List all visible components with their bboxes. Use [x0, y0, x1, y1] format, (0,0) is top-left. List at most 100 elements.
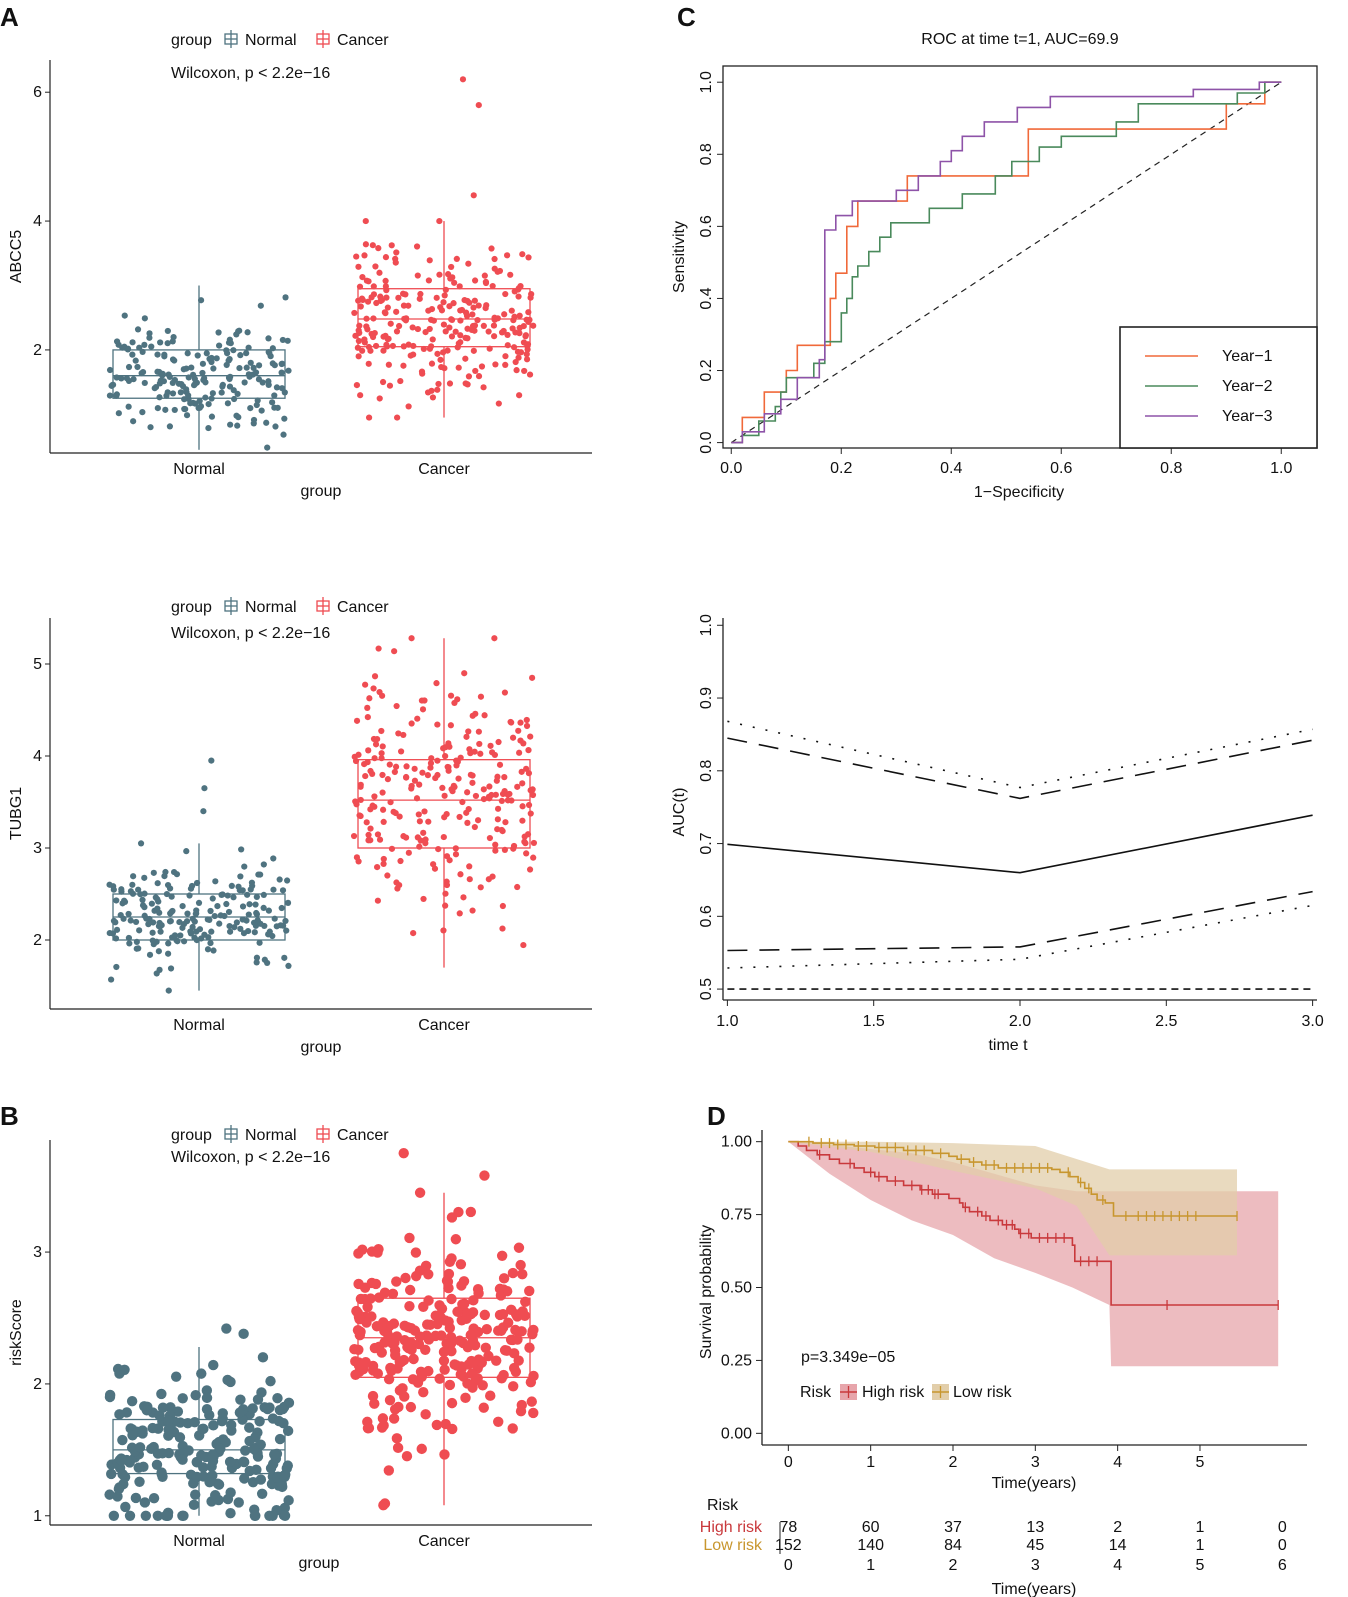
jitter-point — [424, 389, 432, 396]
jitter-point — [519, 817, 526, 824]
jitter-point — [427, 316, 435, 323]
jitter-point — [365, 414, 373, 421]
jitter-point — [123, 375, 130, 382]
jitter-point — [371, 755, 378, 762]
jitter-point — [208, 395, 215, 402]
jitter-point — [157, 377, 164, 384]
y-tick-label: 4 — [33, 748, 42, 765]
jitter-point — [357, 783, 364, 790]
jitter-point — [523, 722, 531, 730]
jitter-point — [439, 1449, 450, 1460]
jitter-point — [238, 846, 245, 853]
jitter-point — [480, 795, 488, 803]
jitter-point — [488, 245, 495, 252]
jitter-point — [445, 764, 452, 771]
risk-table-row-label: Low risk — [703, 1537, 763, 1554]
jitter-point — [265, 335, 272, 342]
jitter-point — [218, 891, 225, 898]
jitter-point — [455, 364, 462, 371]
jitter-point — [515, 293, 522, 300]
jitter-point — [428, 360, 436, 367]
jitter-point — [167, 965, 175, 972]
jitter-point — [393, 308, 400, 315]
jitter-point — [366, 1246, 378, 1257]
jitter-point — [191, 918, 198, 925]
jitter-point — [405, 1401, 417, 1413]
jitter-point — [456, 1280, 467, 1291]
jitter-point — [446, 324, 453, 331]
jitter-point — [230, 894, 237, 901]
x-tick-label: 2.5 — [1155, 1013, 1177, 1030]
jitter-point — [431, 1419, 443, 1431]
jitter-point — [245, 927, 252, 935]
jitter-point — [198, 1423, 209, 1435]
jitter-point — [236, 364, 243, 372]
jitter-point — [423, 1269, 434, 1280]
jitter-point — [438, 1346, 450, 1358]
jitter-point — [520, 941, 527, 949]
jitter-point — [171, 406, 178, 414]
jitter-point — [385, 1362, 396, 1374]
jitter-point — [223, 347, 230, 354]
jitter-point — [177, 389, 184, 396]
jitter-point — [480, 322, 487, 330]
jitter-point — [495, 400, 502, 407]
jitter-point — [224, 1456, 236, 1468]
jitter-point — [525, 770, 533, 777]
jitter-point — [402, 291, 409, 298]
jitter-point — [523, 716, 530, 724]
jitter-point — [440, 299, 447, 306]
km-curve-high-risk — [788, 1140, 1279, 1306]
jitter-point — [193, 910, 200, 917]
jitter-point — [353, 253, 360, 260]
jitter-point — [379, 771, 386, 779]
jitter-point — [470, 304, 477, 311]
jitter-point — [281, 415, 288, 422]
jitter-point — [253, 401, 260, 409]
jitter-point — [416, 843, 423, 850]
jitter-point — [521, 833, 528, 840]
jitter-point — [163, 890, 170, 898]
jitter-point — [352, 332, 359, 339]
jitter-point — [201, 1403, 213, 1415]
jitter-point — [154, 405, 161, 412]
legend-label-cancer: Cancer — [337, 32, 389, 49]
jitter-point — [204, 1476, 215, 1488]
jitter-point — [514, 883, 521, 891]
jitter-point — [378, 727, 385, 735]
jitter-point — [208, 1420, 219, 1431]
jitter-point — [465, 1206, 477, 1218]
jitter-point — [432, 1318, 443, 1330]
jitter-point — [510, 344, 518, 351]
jitter-point — [265, 1463, 277, 1474]
jitter-point — [455, 775, 462, 782]
legend-key-normal — [224, 1125, 238, 1143]
jitter-point — [196, 1368, 207, 1379]
jitter-point — [104, 1489, 115, 1500]
jitter-point — [383, 341, 390, 348]
jitter-point — [403, 315, 410, 322]
jitter-point — [454, 696, 461, 703]
risk-table-cell: 2 — [1113, 1519, 1122, 1536]
jitter-point — [515, 1259, 526, 1271]
jitter-point — [148, 343, 155, 350]
jitter-point — [513, 1242, 525, 1253]
jitter-point — [125, 934, 133, 942]
jitter-point — [282, 917, 289, 925]
jitter-point — [201, 1385, 213, 1396]
jitter-point — [253, 954, 261, 961]
jitter-point — [403, 763, 410, 770]
jitter-point — [278, 904, 285, 912]
jitter-point — [442, 286, 449, 293]
jitter-point — [213, 355, 220, 362]
jitter-point — [395, 730, 402, 737]
jitter-point — [466, 1355, 477, 1367]
jitter-point — [383, 1465, 395, 1476]
jitter-point — [271, 915, 278, 922]
jitter-point — [453, 762, 460, 769]
jitter-point — [440, 833, 447, 841]
jitter-point — [152, 1510, 164, 1521]
jitter-point — [469, 712, 476, 719]
jitter-point — [207, 907, 214, 915]
jitter-point — [235, 883, 242, 890]
